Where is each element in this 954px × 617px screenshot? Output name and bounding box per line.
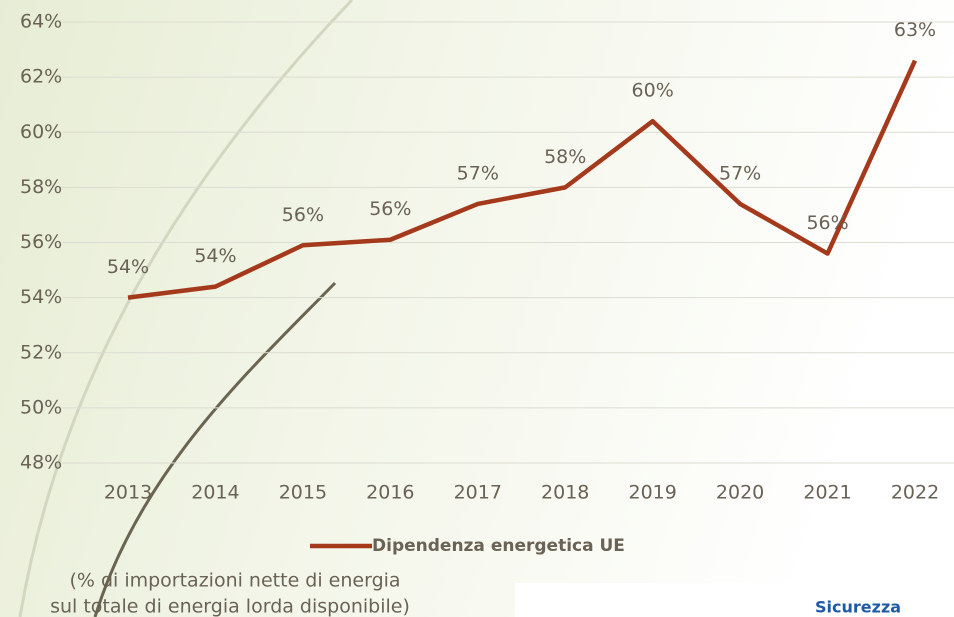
x-tick-label: 2015 <box>279 482 327 504</box>
note-line: (% di importazioni nette di energia <box>69 570 400 592</box>
y-tick-label: 48% <box>20 452 62 474</box>
data-line <box>127 59 918 300</box>
logo-box <box>515 583 954 617</box>
y-tick-label: 50% <box>20 396 62 418</box>
data-label: 57% <box>457 162 499 184</box>
legend-label: Dipendenza energetica UE <box>372 536 625 556</box>
x-tick-label: 2014 <box>191 482 239 504</box>
y-tick-label: 52% <box>20 341 62 363</box>
y-tick-label: 58% <box>20 176 62 198</box>
data-label: 58% <box>544 146 586 168</box>
y-tick-label: 56% <box>20 231 62 253</box>
data-label: 54% <box>107 256 149 278</box>
x-tick-label: 2019 <box>628 482 676 504</box>
y-tick-label: 54% <box>20 286 62 308</box>
y-tick-label: 62% <box>20 66 62 88</box>
data-label: 56% <box>282 204 324 226</box>
data-label: 57% <box>719 162 761 184</box>
data-label: 60% <box>632 80 674 102</box>
x-tick-label: 2013 <box>104 482 152 504</box>
note-line: sul totale di energia lorda disponibile) <box>50 596 410 617</box>
y-tick-label: 64% <box>20 11 62 33</box>
data-label: 56% <box>806 212 848 234</box>
decor-arc <box>18 0 354 617</box>
x-tick-label: 2016 <box>366 482 414 504</box>
data-label: 54% <box>194 245 236 267</box>
data-label: 63% <box>894 19 936 41</box>
x-tick-label: 2020 <box>716 482 764 504</box>
x-tick-label: 2022 <box>891 482 939 504</box>
x-tick-label: 2017 <box>454 482 502 504</box>
x-tick-label: 2018 <box>541 482 589 504</box>
y-tick-label: 60% <box>20 121 62 143</box>
x-tick-label: 2021 <box>803 482 851 504</box>
data-label: 56% <box>369 198 411 220</box>
logo-text: Sicurezza <box>815 598 901 617</box>
decor-arc <box>93 281 337 617</box>
